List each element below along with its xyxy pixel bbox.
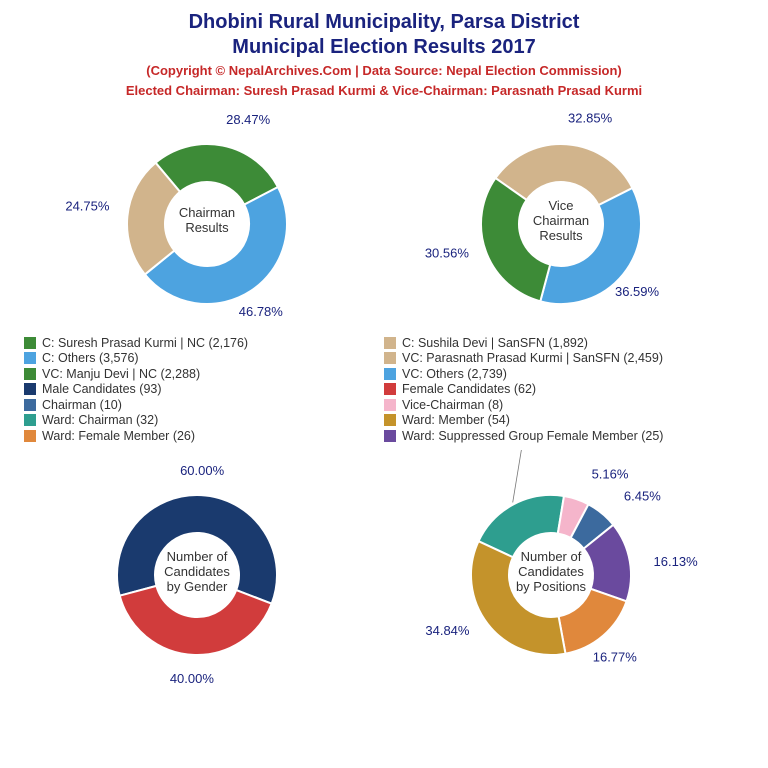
legend-swatch [384, 430, 396, 442]
legend-item: VC: Others (2,739) [384, 367, 744, 381]
donut-slice [120, 586, 272, 655]
pct-label: 16.13% [654, 554, 699, 569]
legend-swatch [384, 352, 396, 364]
legend-swatch [384, 337, 396, 349]
legend-text: Ward: Female Member (26) [42, 429, 195, 443]
legend-text: Chairman (10) [42, 398, 122, 412]
legend-swatch [384, 399, 396, 411]
legend-item: C: Sushila Devi | SanSFN (1,892) [384, 336, 744, 350]
legend-text: Ward: Member (54) [402, 413, 510, 427]
legend-item: Male Candidates (93) [24, 382, 384, 396]
legend-item: VC: Parasnath Prasad Kurmi | SanSFN (2,4… [384, 351, 744, 365]
legend-text: C: Sushila Devi | SanSFN (1,892) [402, 336, 588, 350]
legend-swatch [24, 352, 36, 364]
legend-item: Ward: Suppressed Group Female Member (25… [384, 429, 744, 443]
legend-item: C: Others (3,576) [24, 351, 384, 365]
chairman-chart-box: 28.47% 46.78% 24.75% ChairmanResults [17, 104, 377, 334]
legend-text: Male Candidates (93) [42, 382, 162, 396]
legend-text: C: Others (3,576) [42, 351, 139, 365]
chairman-donut: 28.47% 46.78% 24.75% ChairmanResults [17, 104, 377, 334]
pct-label: 36.59% [615, 284, 660, 299]
legend-text: Ward: Chairman (32) [42, 413, 158, 427]
pct-label: 32.85% [568, 111, 613, 126]
donut-center-label: ChairmanResults [179, 205, 235, 235]
vicechairman-chart-box: 32.85% 36.59% 30.56% ViceChairmanResults [391, 104, 751, 334]
legend-swatch [24, 430, 36, 442]
legend-item: Ward: Female Member (26) [24, 429, 384, 443]
pct-label: 60.00% [180, 464, 225, 479]
pct-label: 28.47% [226, 112, 271, 127]
subtitle-copyright: (Copyright © NepalArchives.Com | Data So… [8, 62, 760, 80]
pct-label: 24.75% [65, 199, 110, 214]
pct-label: 46.78% [239, 304, 284, 319]
legend-swatch [24, 399, 36, 411]
legend-item: Ward: Chairman (32) [24, 413, 384, 427]
pct-label: 6.45% [624, 489, 661, 504]
positions-chart-box: 20.65%5.16%6.45%16.13%16.77%34.84%Number… [391, 450, 751, 700]
legend-item: Vice-Chairman (8) [384, 398, 744, 412]
donut-slice [559, 589, 627, 654]
pct-label: 34.84% [425, 623, 470, 638]
legend-item: Chairman (10) [24, 398, 384, 412]
top-chart-row: 28.47% 46.78% 24.75% ChairmanResults 32.85%… [0, 104, 768, 334]
donut-center-label: Number ofCandidatesby Positions [516, 549, 587, 594]
legend-text: Vice-Chairman (8) [402, 398, 503, 412]
subtitle-elected: Elected Chairman: Suresh Prasad Kurmi & … [8, 82, 760, 100]
pct-label: 5.16% [592, 467, 629, 482]
legend-item: C: Suresh Prasad Kurmi | NC (2,176) [24, 336, 384, 350]
legend-text: Female Candidates (62) [402, 382, 536, 396]
legend-text: Ward: Suppressed Group Female Member (25… [402, 429, 663, 443]
legend-text: VC: Parasnath Prasad Kurmi | SanSFN (2,4… [402, 351, 663, 365]
legend-text: VC: Others (2,739) [402, 367, 507, 381]
gender-donut: 60.00% 40.00% Number ofCandidatesby Gender [17, 450, 377, 700]
pct-label: 30.56% [425, 246, 470, 261]
donut-center-label: Number ofCandidatesby Gender [164, 549, 230, 594]
legend-swatch [24, 414, 36, 426]
legend-text: C: Suresh Prasad Kurmi | NC (2,176) [42, 336, 248, 350]
pct-label: 16.77% [593, 650, 638, 665]
legend: C: Suresh Prasad Kurmi | NC (2,176)C: Ot… [0, 334, 768, 450]
vicechairman-donut: 32.85% 36.59% 30.56% ViceChairmanResults [391, 104, 751, 334]
legend-swatch [24, 368, 36, 380]
pct-label: 40.00% [170, 671, 215, 686]
legend-swatch [384, 368, 396, 380]
legend-item: Ward: Member (54) [384, 413, 744, 427]
title-line-1: Dhobini Rural Municipality, Parsa Distri… [8, 10, 760, 35]
header: Dhobini Rural Municipality, Parsa Distri… [0, 0, 768, 104]
legend-right-col: C: Sushila Devi | SanSFN (1,892)VC: Para… [384, 334, 744, 444]
positions-donut: 20.65%5.16%6.45%16.13%16.77%34.84%Number… [391, 450, 751, 700]
gender-chart-box: 60.00% 40.00% Number ofCandidatesby Gender [17, 450, 377, 700]
legend-swatch [24, 337, 36, 349]
legend-left-col: C: Suresh Prasad Kurmi | NC (2,176)C: Ot… [24, 334, 384, 444]
legend-swatch [384, 383, 396, 395]
legend-text: VC: Manju Devi | NC (2,288) [42, 367, 200, 381]
legend-swatch [384, 414, 396, 426]
legend-item: VC: Manju Devi | NC (2,288) [24, 367, 384, 381]
title-line-2: Municipal Election Results 2017 [8, 35, 760, 60]
legend-swatch [24, 383, 36, 395]
donut-center-label: ViceChairmanResults [533, 198, 589, 243]
legend-item: Female Candidates (62) [384, 382, 744, 396]
bottom-chart-row: 60.00% 40.00% Number ofCandidatesby Gender… [0, 450, 768, 700]
